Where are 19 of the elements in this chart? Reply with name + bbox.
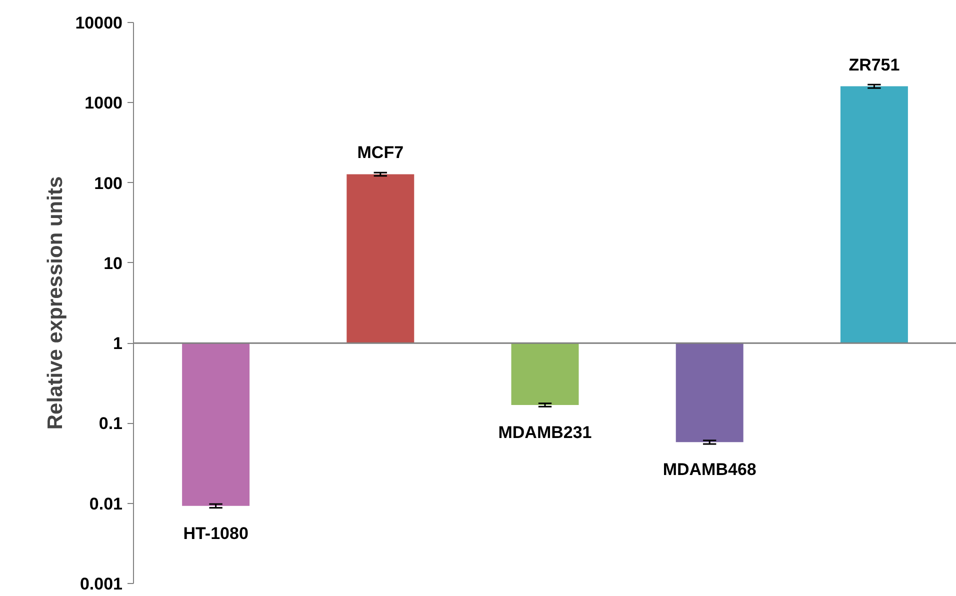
x-tick-label: ZR751	[848, 55, 900, 74]
y-tick-label: 0.1	[98, 414, 123, 434]
x-tick-label: MDAMB231	[498, 422, 592, 442]
x-tick-label: MDAMB468	[662, 460, 756, 480]
y-tick-label: 0.001	[80, 574, 123, 594]
bar	[511, 343, 579, 405]
y-tick-label: 0.01	[89, 494, 123, 514]
y-axis-title: Relative expression units	[44, 176, 68, 430]
y-tick-label: 10000	[75, 14, 123, 32]
bar	[182, 343, 250, 506]
bar	[676, 343, 744, 442]
x-tick-label: MCF7	[357, 143, 404, 162]
y-tick-label: 100	[94, 174, 123, 193]
x-tick-label: HT-1080	[183, 524, 248, 543]
y-tick-label: 1000	[84, 94, 123, 113]
bar	[840, 86, 908, 344]
y-tick-label: 1	[113, 334, 123, 354]
y-tick-label: 10	[104, 254, 123, 273]
bar	[346, 174, 414, 344]
